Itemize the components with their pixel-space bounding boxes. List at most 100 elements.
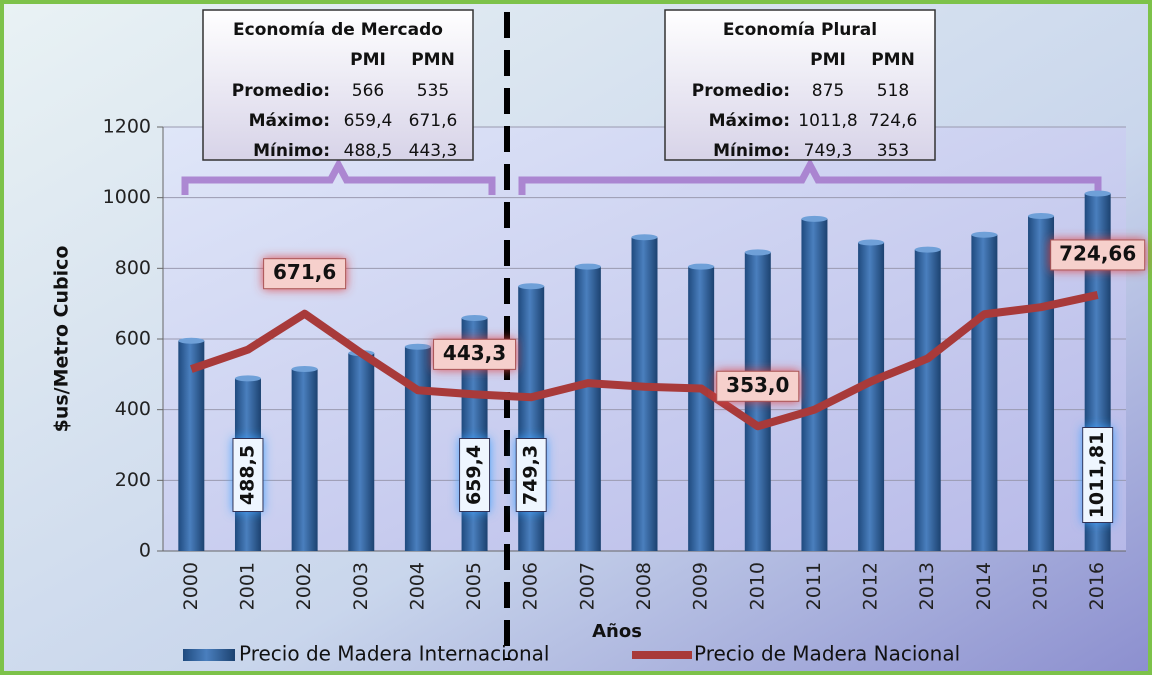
x-axis-title: Años xyxy=(592,621,642,642)
x-tick-label: 2013 xyxy=(916,562,938,610)
annotation-title: Economía Plural xyxy=(723,20,877,40)
annotation-value: 518 xyxy=(877,81,909,101)
annotation-value: 1011,8 xyxy=(798,111,857,131)
bar-cap xyxy=(688,263,715,270)
bar xyxy=(801,218,828,551)
value-label: 353,0 xyxy=(726,373,789,397)
annotation-column: PMI xyxy=(810,50,846,70)
annotation-row-label: Máximo: xyxy=(709,111,790,131)
x-tick-label: 2003 xyxy=(350,562,372,610)
value-label: 488,5 xyxy=(236,445,258,505)
bar-cap xyxy=(234,375,261,382)
y-tick-label: 400 xyxy=(115,398,151,420)
annotation-value: 724,6 xyxy=(869,111,918,131)
x-tick-label: 2015 xyxy=(1030,562,1052,610)
annotation-value: 749,3 xyxy=(804,141,853,161)
annotation-row-label: Mínimo: xyxy=(713,141,790,161)
bar-cap xyxy=(1084,190,1111,197)
bar xyxy=(688,266,715,551)
bar xyxy=(971,234,998,551)
value-label: 671,6 xyxy=(273,260,336,284)
bar-cap xyxy=(744,249,771,256)
annotation-value: 671,6 xyxy=(409,111,458,131)
bar-cap xyxy=(631,234,658,241)
label-box xyxy=(232,438,264,512)
x-tick-label: 2016 xyxy=(1086,562,1108,610)
annotation-box xyxy=(664,9,936,161)
y-tick-label: 200 xyxy=(115,469,151,491)
annotation-value: 353 xyxy=(877,141,909,161)
x-tick-label: 2010 xyxy=(746,562,768,610)
x-tick-label: 2006 xyxy=(520,562,542,610)
x-tick-label: 2001 xyxy=(236,562,258,610)
legend-swatch xyxy=(183,649,235,661)
bar xyxy=(1028,216,1055,552)
annotation-value: 535 xyxy=(417,81,449,101)
label-box xyxy=(263,258,347,290)
label-box xyxy=(716,370,800,402)
bar xyxy=(291,369,318,551)
bar-cap xyxy=(178,337,205,344)
annotation-row-label: Máximo: xyxy=(249,111,330,131)
line-value-label: 671,6 xyxy=(263,258,347,290)
line-value-label: 724,66 xyxy=(1050,239,1146,271)
value-label: 1011,81 xyxy=(1086,432,1108,519)
label-box xyxy=(1082,427,1114,523)
line-value-label: 353,0 xyxy=(716,370,800,402)
bar xyxy=(178,340,205,551)
period-bracket xyxy=(181,157,496,195)
x-tick-label: 2002 xyxy=(293,562,315,610)
legend-label: Precio de Madera Internacional xyxy=(239,642,549,666)
legend-label: Precio de Madera Nacional xyxy=(694,642,960,666)
label-box xyxy=(515,438,547,512)
value-label: 443,3 xyxy=(443,341,506,365)
x-tick-label: 2004 xyxy=(406,562,428,610)
x-tick-label: 2008 xyxy=(633,562,655,610)
label-box xyxy=(459,438,491,512)
bar-value-label: 1011,81 xyxy=(1082,427,1114,523)
annotation-title: Economía de Mercado xyxy=(233,20,443,40)
value-label: 749,3 xyxy=(520,445,542,505)
y-tick-label: 1200 xyxy=(103,116,151,138)
annotation-value: 488,5 xyxy=(344,141,393,161)
x-tick-label: 2000 xyxy=(180,562,202,610)
x-tick-label: 2012 xyxy=(860,562,882,610)
bar-value-label: 659,4 xyxy=(459,438,491,512)
line-value-label: 443,3 xyxy=(433,338,517,370)
bar-cap xyxy=(404,343,431,350)
x-tick-label: 2014 xyxy=(973,562,995,610)
bar-cap xyxy=(914,246,941,253)
annotation-box xyxy=(202,9,474,161)
annotation-row-label: Promedio: xyxy=(692,81,790,101)
x-tick-label: 2009 xyxy=(690,562,712,610)
y-tick-label: 0 xyxy=(139,540,151,562)
annotation-column: PMI xyxy=(350,50,386,70)
x-tick-label: 2005 xyxy=(463,562,485,610)
label-box xyxy=(1050,239,1146,271)
bar-cap xyxy=(1028,213,1055,220)
annotation-column: PMN xyxy=(871,50,915,70)
bar-cap xyxy=(971,231,998,238)
x-tick-label: 2011 xyxy=(803,562,825,610)
bar-cap xyxy=(461,315,488,322)
bar-cap xyxy=(858,239,885,246)
bar-cap xyxy=(518,283,545,290)
label-box xyxy=(433,338,517,370)
x-tick-label: 2007 xyxy=(576,562,598,610)
annotation-value: 566 xyxy=(352,81,384,101)
bar-value-label: 749,3 xyxy=(515,438,547,512)
bar-value-label: 488,5 xyxy=(232,438,264,512)
bar xyxy=(858,242,885,552)
value-label: 659,4 xyxy=(463,445,485,505)
bar xyxy=(404,346,431,551)
bar-cap xyxy=(801,215,828,222)
annotation-value: 443,3 xyxy=(409,141,458,161)
bar-cap xyxy=(574,263,601,270)
annotation-value: 659,4 xyxy=(344,111,393,131)
y-axis-title: $us/Metro Cubico xyxy=(51,246,73,433)
line xyxy=(190,291,1099,431)
y-tick-label: 600 xyxy=(115,328,151,350)
annotation-value: 875 xyxy=(812,81,844,101)
bar xyxy=(574,266,601,551)
